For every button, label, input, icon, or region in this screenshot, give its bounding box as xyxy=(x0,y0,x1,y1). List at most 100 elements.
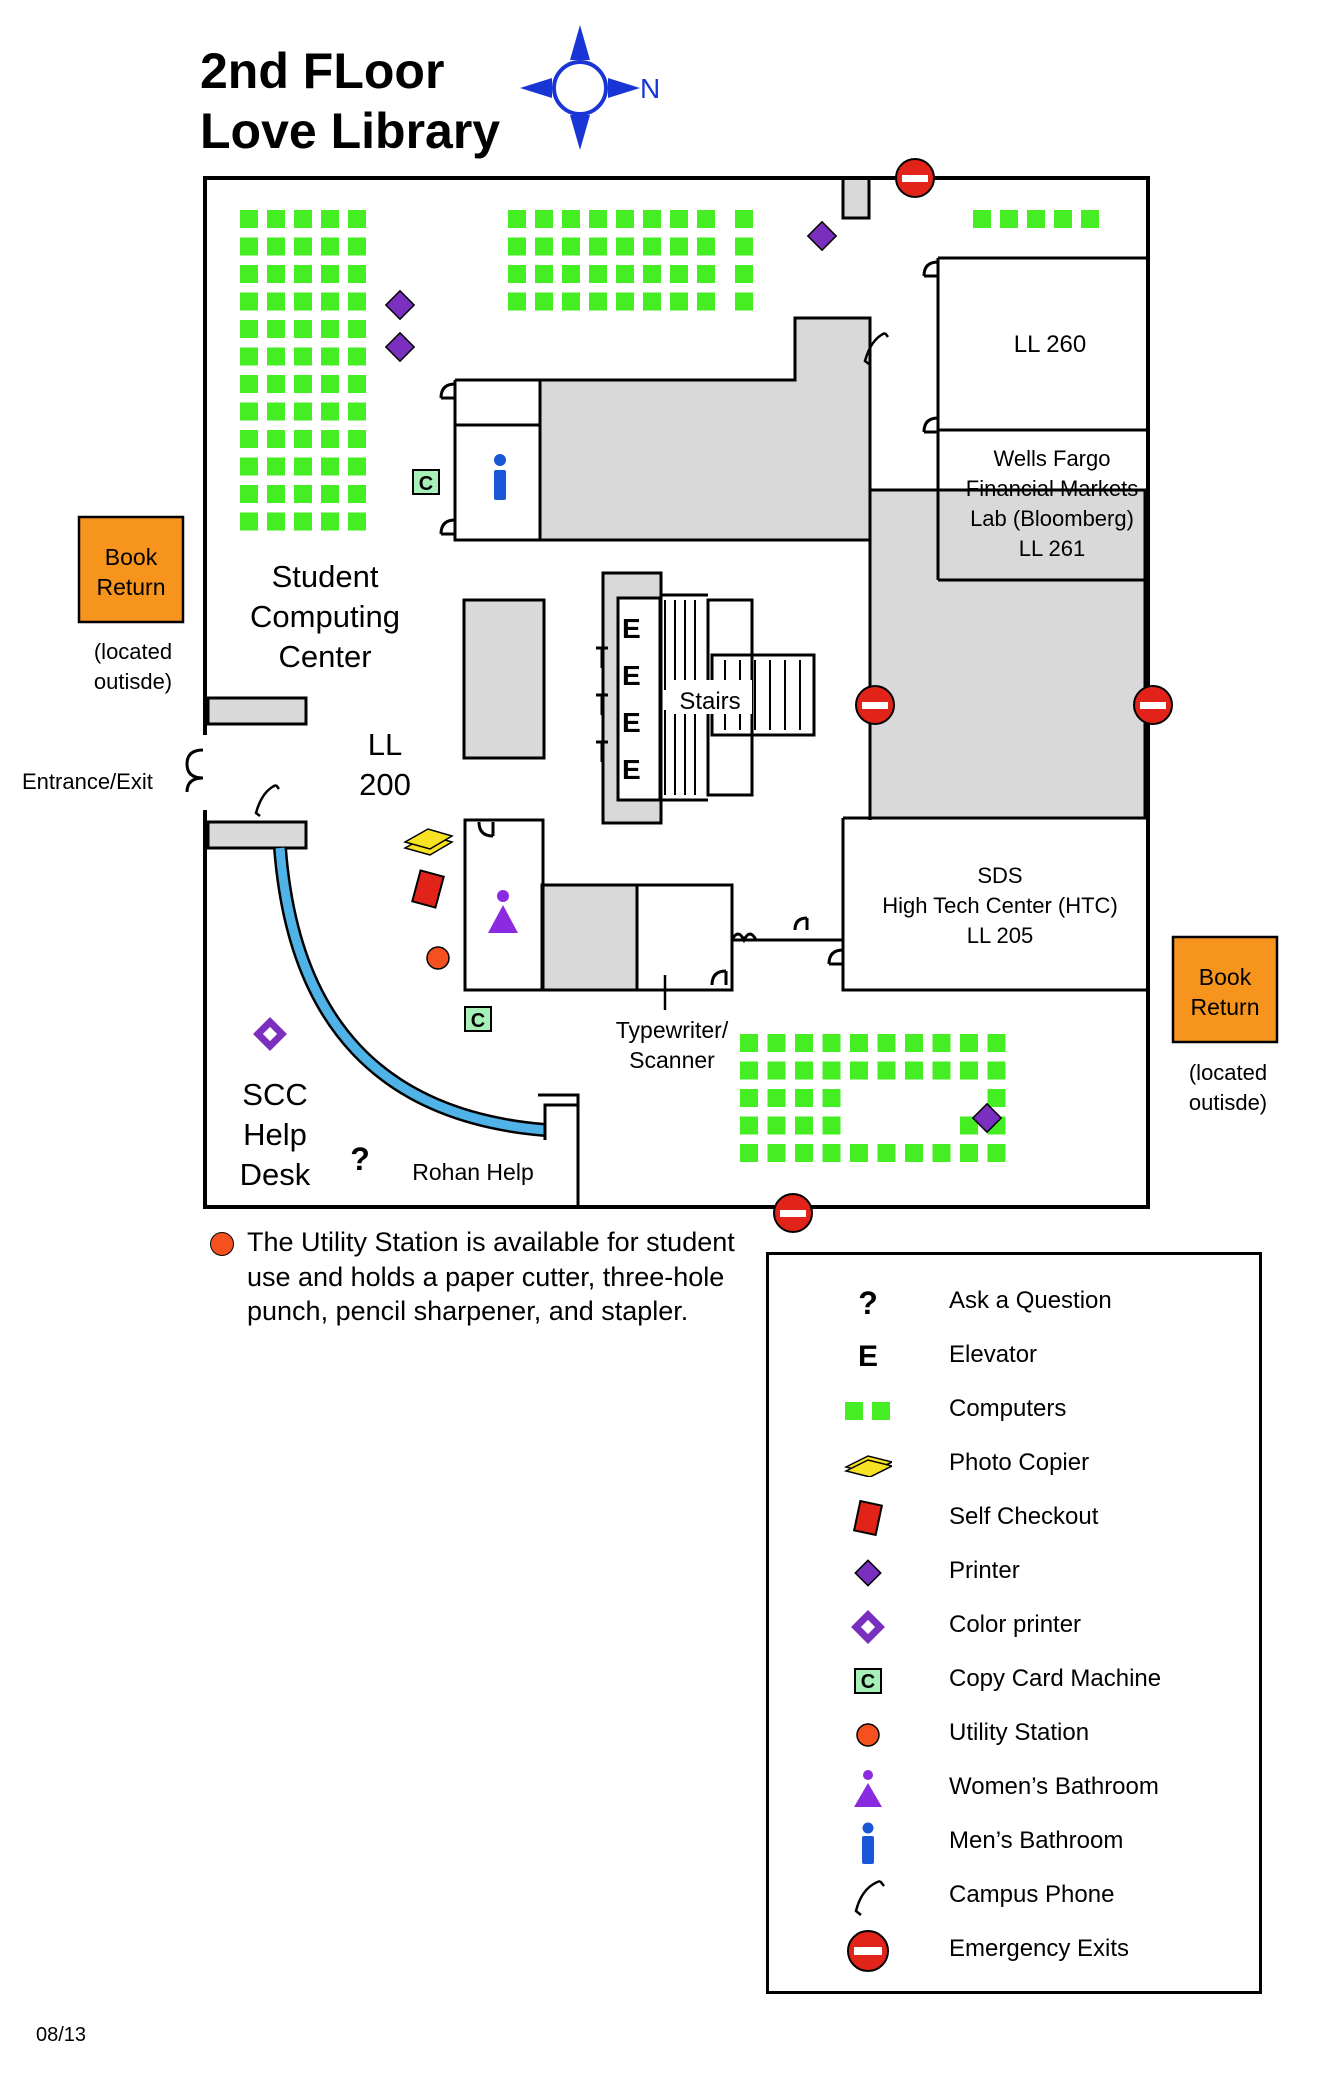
computer-icon xyxy=(321,265,339,283)
computer-icon xyxy=(321,210,339,228)
wells-fargo-line1: Wells Fargo xyxy=(994,446,1111,471)
map-date: 08/13 xyxy=(36,2024,87,2046)
computer-icon xyxy=(740,1034,758,1052)
legend-row: Utility Station xyxy=(769,1709,1259,1759)
student-computing-line2: Computing xyxy=(250,599,400,634)
emergency-exit-icon xyxy=(844,1930,892,1972)
computer-icon xyxy=(697,210,715,228)
computer-icon xyxy=(535,237,553,256)
scc-help-line3: Desk xyxy=(240,1157,311,1192)
computer-icon xyxy=(294,292,312,311)
book-return-left-line1: Book xyxy=(105,544,158,570)
legend-row: E Elevator xyxy=(769,1331,1259,1381)
legend-row: ? Ask a Question xyxy=(769,1277,1259,1327)
computer-icon xyxy=(987,1061,1006,1080)
utility-note: The Utility Station is available for stu… xyxy=(247,1227,735,1326)
book-return-right-note2: outisde) xyxy=(1189,1090,1267,1115)
legend-label: Color printer xyxy=(949,1611,1082,1638)
computer-icon xyxy=(795,1116,813,1135)
book-return-right-line2: Return xyxy=(1190,994,1259,1020)
sds-line2: High Tech Center (HTC) xyxy=(882,893,1118,918)
question-mark-icon: ? xyxy=(858,1284,878,1321)
legend-label: Ask a Question xyxy=(949,1287,1112,1314)
computer-icon xyxy=(740,1116,758,1135)
computer-icon xyxy=(740,1144,758,1162)
compass-icon xyxy=(520,25,640,150)
computer-icon xyxy=(267,402,285,421)
book-return-left-note2: outisde) xyxy=(94,669,172,694)
computer-icon xyxy=(348,320,366,338)
wells-fargo-line4: LL 261 xyxy=(1019,536,1085,561)
computer-icon xyxy=(321,237,339,256)
computer-icon xyxy=(735,237,753,256)
computer-icon xyxy=(294,485,312,503)
legend-row: Men’s Bathroom xyxy=(769,1817,1259,1867)
computer-icon xyxy=(240,485,258,503)
photo-copier-icon xyxy=(844,1445,892,1485)
computer-icon xyxy=(348,402,366,421)
computer-icon xyxy=(321,457,339,476)
book-return-left-note1: (located xyxy=(94,639,172,664)
wells-fargo-line3: Lab (Bloomberg) xyxy=(970,506,1134,531)
computer-icon xyxy=(767,1144,786,1162)
utility-station-icon xyxy=(210,1232,234,1256)
legend-label: Campus Phone xyxy=(949,1881,1115,1908)
computer-icon xyxy=(616,265,634,283)
room-ll260-label: LL 260 xyxy=(1014,331,1087,358)
womens-bathroom-icon xyxy=(488,890,518,933)
computer-icon xyxy=(267,512,285,531)
computer-icon xyxy=(294,512,312,531)
computer-icon xyxy=(348,485,366,503)
computer-icon xyxy=(932,1144,951,1162)
computer-icon xyxy=(697,292,715,311)
computers-icon xyxy=(844,1391,892,1431)
svg-text:C: C xyxy=(861,1671,875,1693)
computer-icon xyxy=(508,265,526,283)
computer-icon xyxy=(795,1034,813,1052)
computer-icon xyxy=(767,1089,786,1107)
computer-icon xyxy=(294,210,312,228)
computer-icon xyxy=(348,375,366,393)
computer-icon xyxy=(267,347,285,366)
computer-icon xyxy=(670,292,688,311)
elevator-label-3: E xyxy=(622,707,641,738)
computer-icon xyxy=(348,430,366,448)
printer-icons xyxy=(384,220,1003,1134)
computer-icon xyxy=(348,210,366,228)
womens-bathroom-icon xyxy=(844,1769,892,1809)
computer-icon xyxy=(321,347,339,366)
computer-icon xyxy=(240,265,258,283)
computer-icon xyxy=(795,1061,813,1080)
computer-icon xyxy=(267,485,285,503)
utility-station-icon xyxy=(844,1715,892,1755)
student-computing-line1: Student xyxy=(272,559,379,594)
computer-icon xyxy=(932,1034,951,1052)
color-printer-icon xyxy=(844,1607,892,1647)
legend-label: Copy Card Machine xyxy=(949,1665,1162,1692)
elevator-icon: E xyxy=(857,1340,878,1373)
wells-fargo-line2: Financial Markets xyxy=(966,476,1138,501)
computer-icon xyxy=(987,1089,1006,1107)
computer-icon xyxy=(767,1034,786,1052)
legend-label: Elevator xyxy=(949,1341,1038,1368)
computer-icon xyxy=(240,210,258,228)
computer-icon xyxy=(616,210,634,228)
computer-icon xyxy=(643,292,661,311)
legend-row: Self Checkout xyxy=(769,1493,1259,1543)
computer-icon xyxy=(240,402,258,421)
sds-line1: SDS xyxy=(977,863,1022,888)
computer-icon xyxy=(795,1089,813,1107)
computer-icon xyxy=(294,320,312,338)
computer-icon xyxy=(973,210,991,228)
book-return-left xyxy=(77,515,185,624)
computer-icon xyxy=(240,512,258,531)
elevator-label-4: E xyxy=(622,754,641,785)
computer-icon xyxy=(267,292,285,311)
computer-icon xyxy=(616,292,634,311)
computer-icon xyxy=(535,210,553,228)
computer-icon xyxy=(1081,210,1099,228)
computer-icon xyxy=(670,265,688,283)
computer-icon xyxy=(1027,210,1045,228)
scc-help-line2: Help xyxy=(243,1117,307,1152)
